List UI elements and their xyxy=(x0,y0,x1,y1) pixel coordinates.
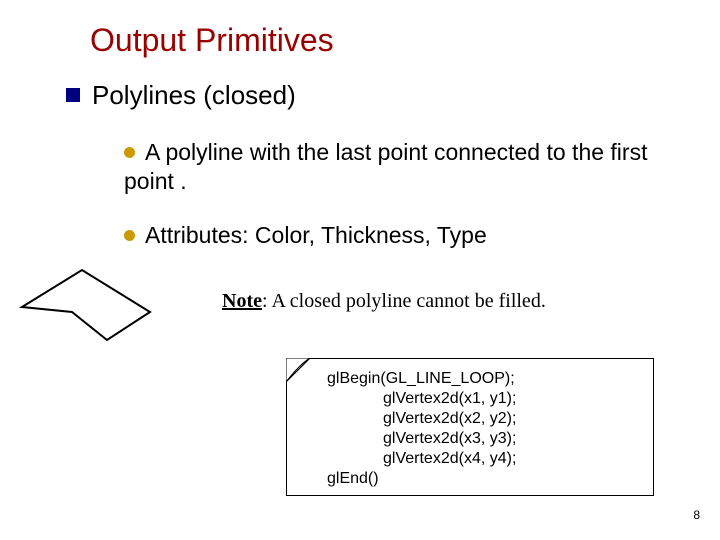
section-text: Polylines (closed) xyxy=(92,80,296,110)
polyline-sketch xyxy=(12,262,162,352)
code-line-vertex: glVertex2d(x1, y1); xyxy=(327,389,639,409)
code-line-vertex: glVertex2d(x2, y2); xyxy=(327,409,639,429)
dot-bullet-icon xyxy=(124,230,135,241)
slide-title: Output Primitives xyxy=(90,22,334,59)
note-line: Note: A closed polyline cannot be filled… xyxy=(222,290,546,313)
polyline-shape xyxy=(22,270,150,340)
sub-item-2: Attributes: Color, Thickness, Type xyxy=(124,222,487,249)
code-line-end: glEnd() xyxy=(327,469,639,489)
square-bullet-icon xyxy=(66,88,80,102)
sub-item-1-text: A polyline with the last point connected… xyxy=(124,139,647,194)
sub-item-1: A polyline with the last point connected… xyxy=(124,138,654,196)
page-number: 8 xyxy=(693,508,700,522)
code-line-vertex: glVertex2d(x3, y3); xyxy=(327,429,639,449)
note-text: : A closed polyline cannot be filled. xyxy=(262,290,546,312)
code-line-begin: glBegin(GL_LINE_LOOP); xyxy=(327,369,639,389)
dot-bullet-icon xyxy=(124,147,135,158)
sub-item-2-text: Attributes: Color, Thickness, Type xyxy=(145,222,487,248)
section-heading: Polylines (closed) xyxy=(66,80,296,111)
note-label: Note xyxy=(222,290,262,312)
code-line-vertex: glVertex2d(x4, y4); xyxy=(327,449,639,469)
page-fold-icon xyxy=(286,358,310,382)
code-box: glBegin(GL_LINE_LOOP); glVertex2d(x1, y1… xyxy=(286,358,654,496)
